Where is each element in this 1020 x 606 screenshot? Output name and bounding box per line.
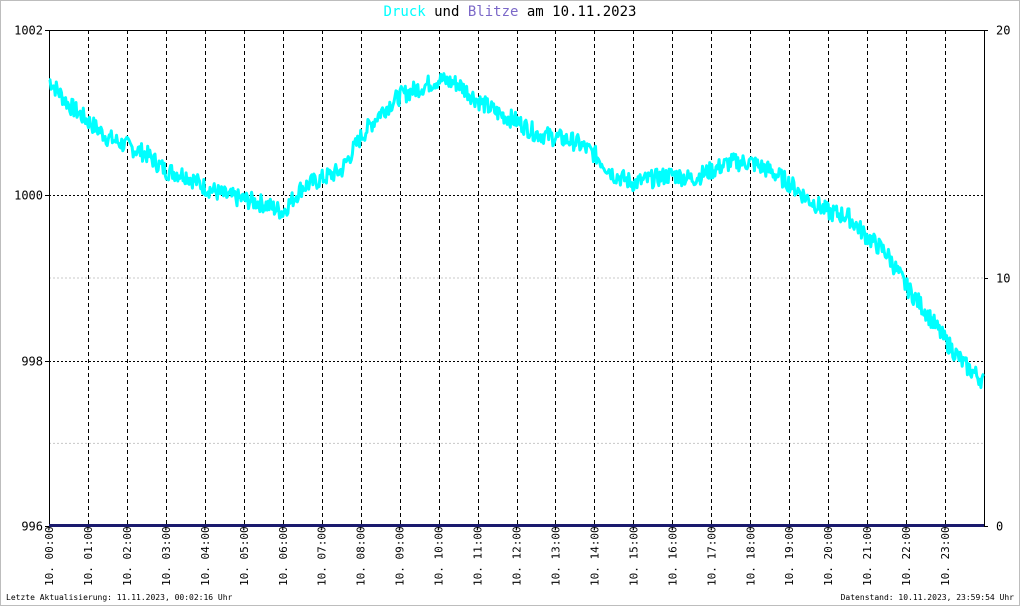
x-tick-label: 10. 01:00 — [82, 526, 95, 586]
x-tick-label: 10. 22:00 — [900, 526, 913, 586]
x-tick-label: 10. 02:00 — [121, 526, 134, 586]
x-tick-label: 10. 12:00 — [511, 526, 524, 586]
x-tick-label: 10. 04:00 — [199, 526, 212, 586]
x-tick-label: 10. 14:00 — [588, 526, 601, 586]
title-connector: und — [434, 4, 460, 20]
x-tick-label: 10. 16:00 — [666, 526, 679, 586]
footer-last-update: Letzte Aktualisierung: 11.11.2023, 00:02… — [6, 593, 233, 602]
x-tick-label: 10. 19:00 — [783, 526, 796, 586]
x-tick-label: 10. 00:00 — [43, 526, 56, 586]
x-tick-label: 10. 07:00 — [316, 526, 329, 586]
series-druck-line — [48, 72, 985, 390]
y-right-tick-label: 20 — [996, 24, 1010, 38]
x-tick-label: 10. 06:00 — [277, 526, 290, 586]
footer-data-status: Datenstand: 10.11.2023, 23:59:54 Uhr — [840, 593, 1014, 602]
x-tick-label: 10. 10:00 — [433, 526, 446, 586]
chart-title: Druck und Blitze am 10.11.2023 — [0, 4, 1020, 20]
x-tick-label: 10. 11:00 — [472, 526, 485, 586]
x-tick-label: 10. 23:00 — [939, 526, 952, 586]
title-date: 10.11.2023 — [552, 4, 637, 20]
y-left-tick-label: 1000 — [14, 189, 43, 203]
x-tick-label: 10. 09:00 — [394, 526, 407, 586]
x-tick-label: 10. 20:00 — [822, 526, 835, 586]
x-tick-label: 10. 21:00 — [861, 526, 874, 586]
x-tick-label: 10. 03:00 — [160, 526, 173, 586]
y-left-tick-label: 998 — [21, 355, 43, 369]
x-tick-label: 10. 08:00 — [355, 526, 368, 586]
y-left-tick-label: 996 — [21, 520, 43, 534]
y-left-tick-label: 1002 — [14, 24, 43, 38]
x-tick-label: 10. 15:00 — [627, 526, 640, 586]
x-tick-label: 10. 18:00 — [744, 526, 757, 586]
x-tick-label: 10. 05:00 — [238, 526, 251, 586]
x-tick-label: 10. 17:00 — [705, 526, 718, 586]
title-date-prefix: am — [526, 4, 544, 20]
y-right-tick-label: 0 — [996, 520, 1003, 534]
y-right-tick-label: 10 — [996, 272, 1010, 286]
title-series1: Druck — [383, 4, 426, 20]
x-tick-label: 10. 13:00 — [549, 526, 562, 586]
title-series2: Blitze — [467, 4, 519, 20]
